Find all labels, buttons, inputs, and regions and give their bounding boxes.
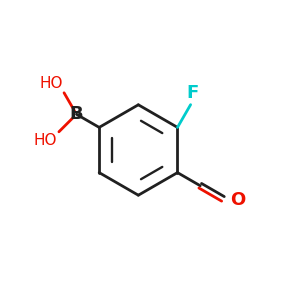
Text: O: O: [230, 191, 245, 209]
Text: HO: HO: [34, 133, 58, 148]
Text: F: F: [186, 84, 198, 102]
Text: HO: HO: [39, 76, 63, 91]
Text: B: B: [70, 105, 83, 123]
